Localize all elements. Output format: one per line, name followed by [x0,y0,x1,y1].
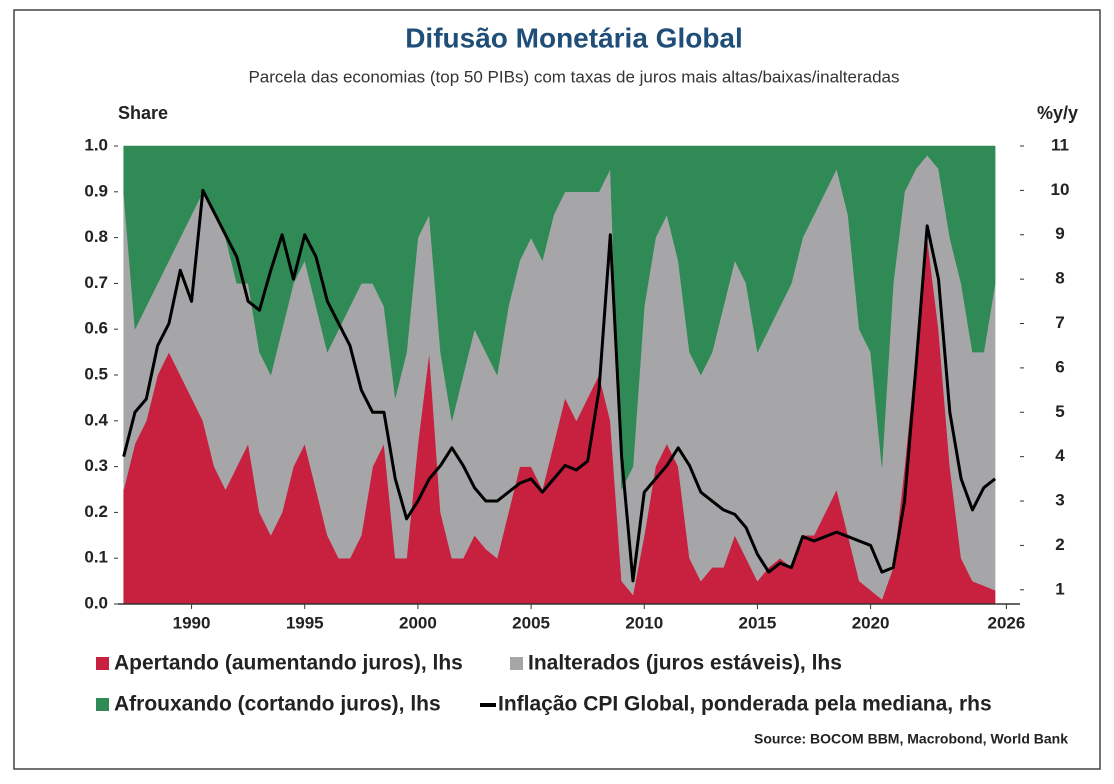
legend-label: Inflação CPI Global, ponderada pela medi… [498,693,992,716]
y-tick-label: 0.1 [84,548,108,567]
y2-tick-label: 11 [1051,135,1069,154]
y-tick-label: 0.7 [84,273,108,292]
x-tick-label: 2026 [988,613,1026,632]
x-tick-label: 2000 [399,613,437,632]
chart-title: Difusão Monetária Global [405,22,743,53]
source: Source: BOCOM BBM, Macrobond, World Bank [754,731,1068,747]
y2-tick-label: 1 [1055,579,1064,598]
x-tick-label: 2015 [739,613,777,632]
y2-tick-label: 10 [1051,180,1070,199]
y2-tick-label: 8 [1055,269,1064,288]
y-tick-label: 0.9 [84,181,108,200]
legend-label: Apertando (aumentando juros), lhs [114,652,463,675]
y-tick-label: 0.6 [84,319,108,338]
y-tick-label: 0.8 [84,227,108,246]
y-axis-label: Share [118,103,168,123]
legend-swatch [96,698,109,711]
y-tick-label: 0.5 [84,364,108,383]
y2-axis-label: %y/y [1037,103,1078,123]
y-tick-label: 0.2 [84,502,108,521]
x-tick-label: 2010 [625,613,663,632]
y2-tick-label: 6 [1055,357,1064,376]
x-tick-label: 1995 [286,613,324,632]
legend-swatch [96,657,109,670]
y-tick-label: 0.3 [84,456,108,475]
y2-tick-label: 7 [1055,313,1064,332]
y2-tick-label: 9 [1055,224,1064,243]
y2-tick-label: 2 [1055,535,1064,554]
y-tick-label: 1.0 [84,135,108,154]
x-tick-label: 2005 [512,613,550,632]
x-tick-label: 1990 [173,613,211,632]
area [123,145,996,490]
legend-label: Inalterados (juros estáveis), lhs [528,652,842,675]
y2-tick-label: 4 [1055,446,1065,465]
y2-tick-label: 3 [1055,491,1064,510]
y2-tick-label: 5 [1055,402,1064,421]
y-tick-label: 0.4 [84,410,108,429]
x-tick-label: 2020 [852,613,890,632]
legend-label: Afrouxando (cortando juros), lhs [114,693,441,716]
chart-subtitle: Parcela das economias (top 50 PIBs) com … [248,67,899,86]
legend-swatch [480,703,496,707]
legend-swatch [510,657,523,670]
line [122,188,997,583]
y-tick-label: 0.0 [84,593,108,612]
